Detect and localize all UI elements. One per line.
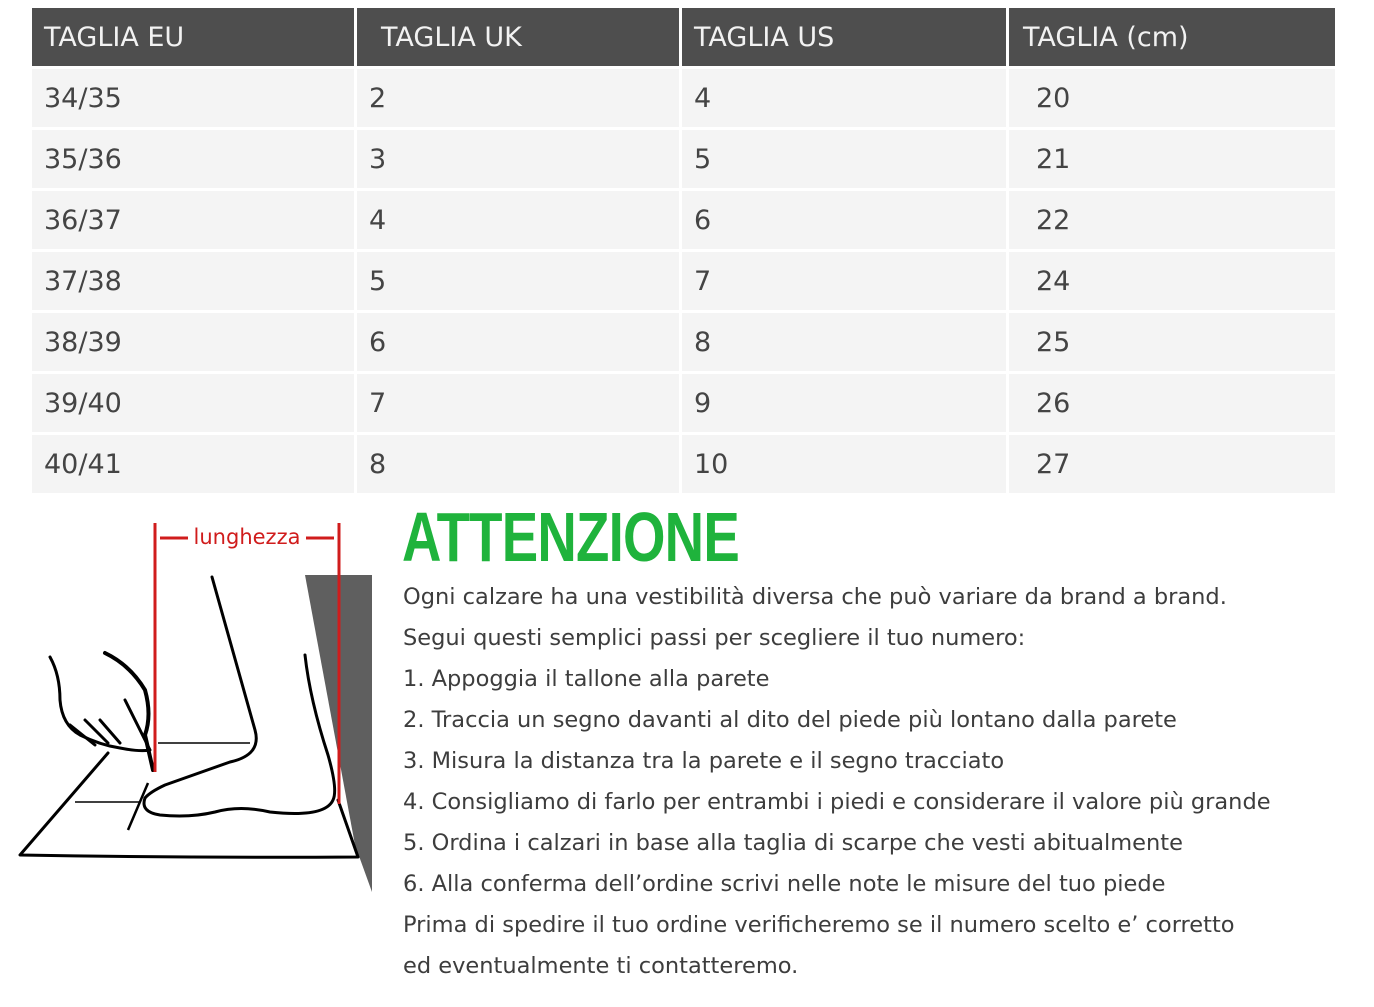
instruction-line: Prima di spedire il tuo ordine verifiche…	[403, 912, 1235, 938]
cell-cm: 25	[1009, 313, 1335, 371]
cell-uk: 5	[357, 252, 679, 310]
table-row: 35/36 3 5 21	[32, 130, 1335, 191]
table-row: 34/35 2 4 20	[32, 69, 1335, 130]
instruction-line: 1. Appoggia il tallone alla parete	[403, 666, 770, 692]
instruction-line: 2. Traccia un segno davanti al dito del …	[403, 707, 1177, 733]
cell-eu: 36/37	[32, 191, 354, 249]
cell-us: 6	[682, 191, 1006, 249]
size-chart-table: TAGLIA EU TAGLIA UK TAGLIA US TAGLIA (cm…	[32, 8, 1335, 496]
cell-uk: 7	[357, 374, 679, 432]
cell-uk: 3	[357, 130, 679, 188]
foot-measurement-illustration: lunghezza	[18, 523, 372, 892]
cell-eu: 35/36	[32, 130, 354, 188]
cell-cm: 26	[1009, 374, 1335, 432]
cell-us: 10	[682, 435, 1006, 493]
cell-eu: 40/41	[32, 435, 354, 493]
instruction-line: 5. Ordina i calzari in base alla taglia …	[403, 830, 1183, 856]
cell-us: 4	[682, 69, 1006, 127]
cell-us: 8	[682, 313, 1006, 371]
cell-eu: 39/40	[32, 374, 354, 432]
cell-us: 9	[682, 374, 1006, 432]
header-us: TAGLIA US	[682, 8, 1006, 66]
finger-lines	[68, 718, 122, 747]
cell-cm: 27	[1009, 435, 1335, 493]
table-row: 36/37 4 6 22	[32, 191, 1335, 252]
cell-us: 7	[682, 252, 1006, 310]
cell-cm: 22	[1009, 191, 1335, 249]
notice-instructions: Ogni calzare ha una vestibilità diversa …	[403, 580, 1271, 990]
cell-cm: 24	[1009, 252, 1335, 310]
header-eu: TAGLIA EU	[32, 8, 354, 66]
table-row: 38/39 6 8 25	[32, 313, 1335, 374]
mark-line	[126, 782, 150, 831]
instruction-line: 3. Misura la distanza tra la parete e il…	[403, 748, 1005, 774]
cell-uk: 2	[357, 69, 679, 127]
pen	[103, 651, 155, 772]
table-row: 40/41 8 10 27	[32, 435, 1335, 496]
cell-cm: 20	[1009, 69, 1335, 127]
instruction-line: ed eventualmente ti contatteremo.	[403, 953, 799, 979]
notice-title: ATTENZIONE	[402, 498, 740, 576]
table-row: 37/38 5 7 24	[32, 252, 1335, 313]
cell-uk: 8	[357, 435, 679, 493]
floor-paper	[18, 751, 360, 859]
cell-uk: 4	[357, 191, 679, 249]
instruction-line: 6. Alla conferma dell’ordine scrivi nell…	[403, 871, 1166, 897]
instruction-line: Ogni calzare ha una vestibilità diversa …	[403, 584, 1227, 610]
leg-front	[143, 575, 258, 800]
cell-uk: 6	[357, 313, 679, 371]
table-header-row: TAGLIA EU TAGLIA UK TAGLIA US TAGLIA (cm…	[32, 8, 1335, 69]
instruction-line: 4. Consigliamo di farlo per entrambi i p…	[403, 789, 1271, 815]
cell-us: 5	[682, 130, 1006, 188]
cell-eu: 38/39	[32, 313, 354, 371]
header-cm: TAGLIA (cm)	[1009, 8, 1335, 66]
cell-cm: 21	[1009, 130, 1335, 188]
cell-eu: 37/38	[32, 252, 354, 310]
instruction-line: Segui questi semplici passi per sceglier…	[403, 625, 1026, 651]
header-uk: TAGLIA UK	[357, 8, 679, 66]
table-row: 39/40 7 9 26	[32, 374, 1335, 435]
cell-eu: 34/35	[32, 69, 354, 127]
foot-sole	[142, 653, 337, 818]
length-label: lunghezza	[194, 525, 301, 549]
